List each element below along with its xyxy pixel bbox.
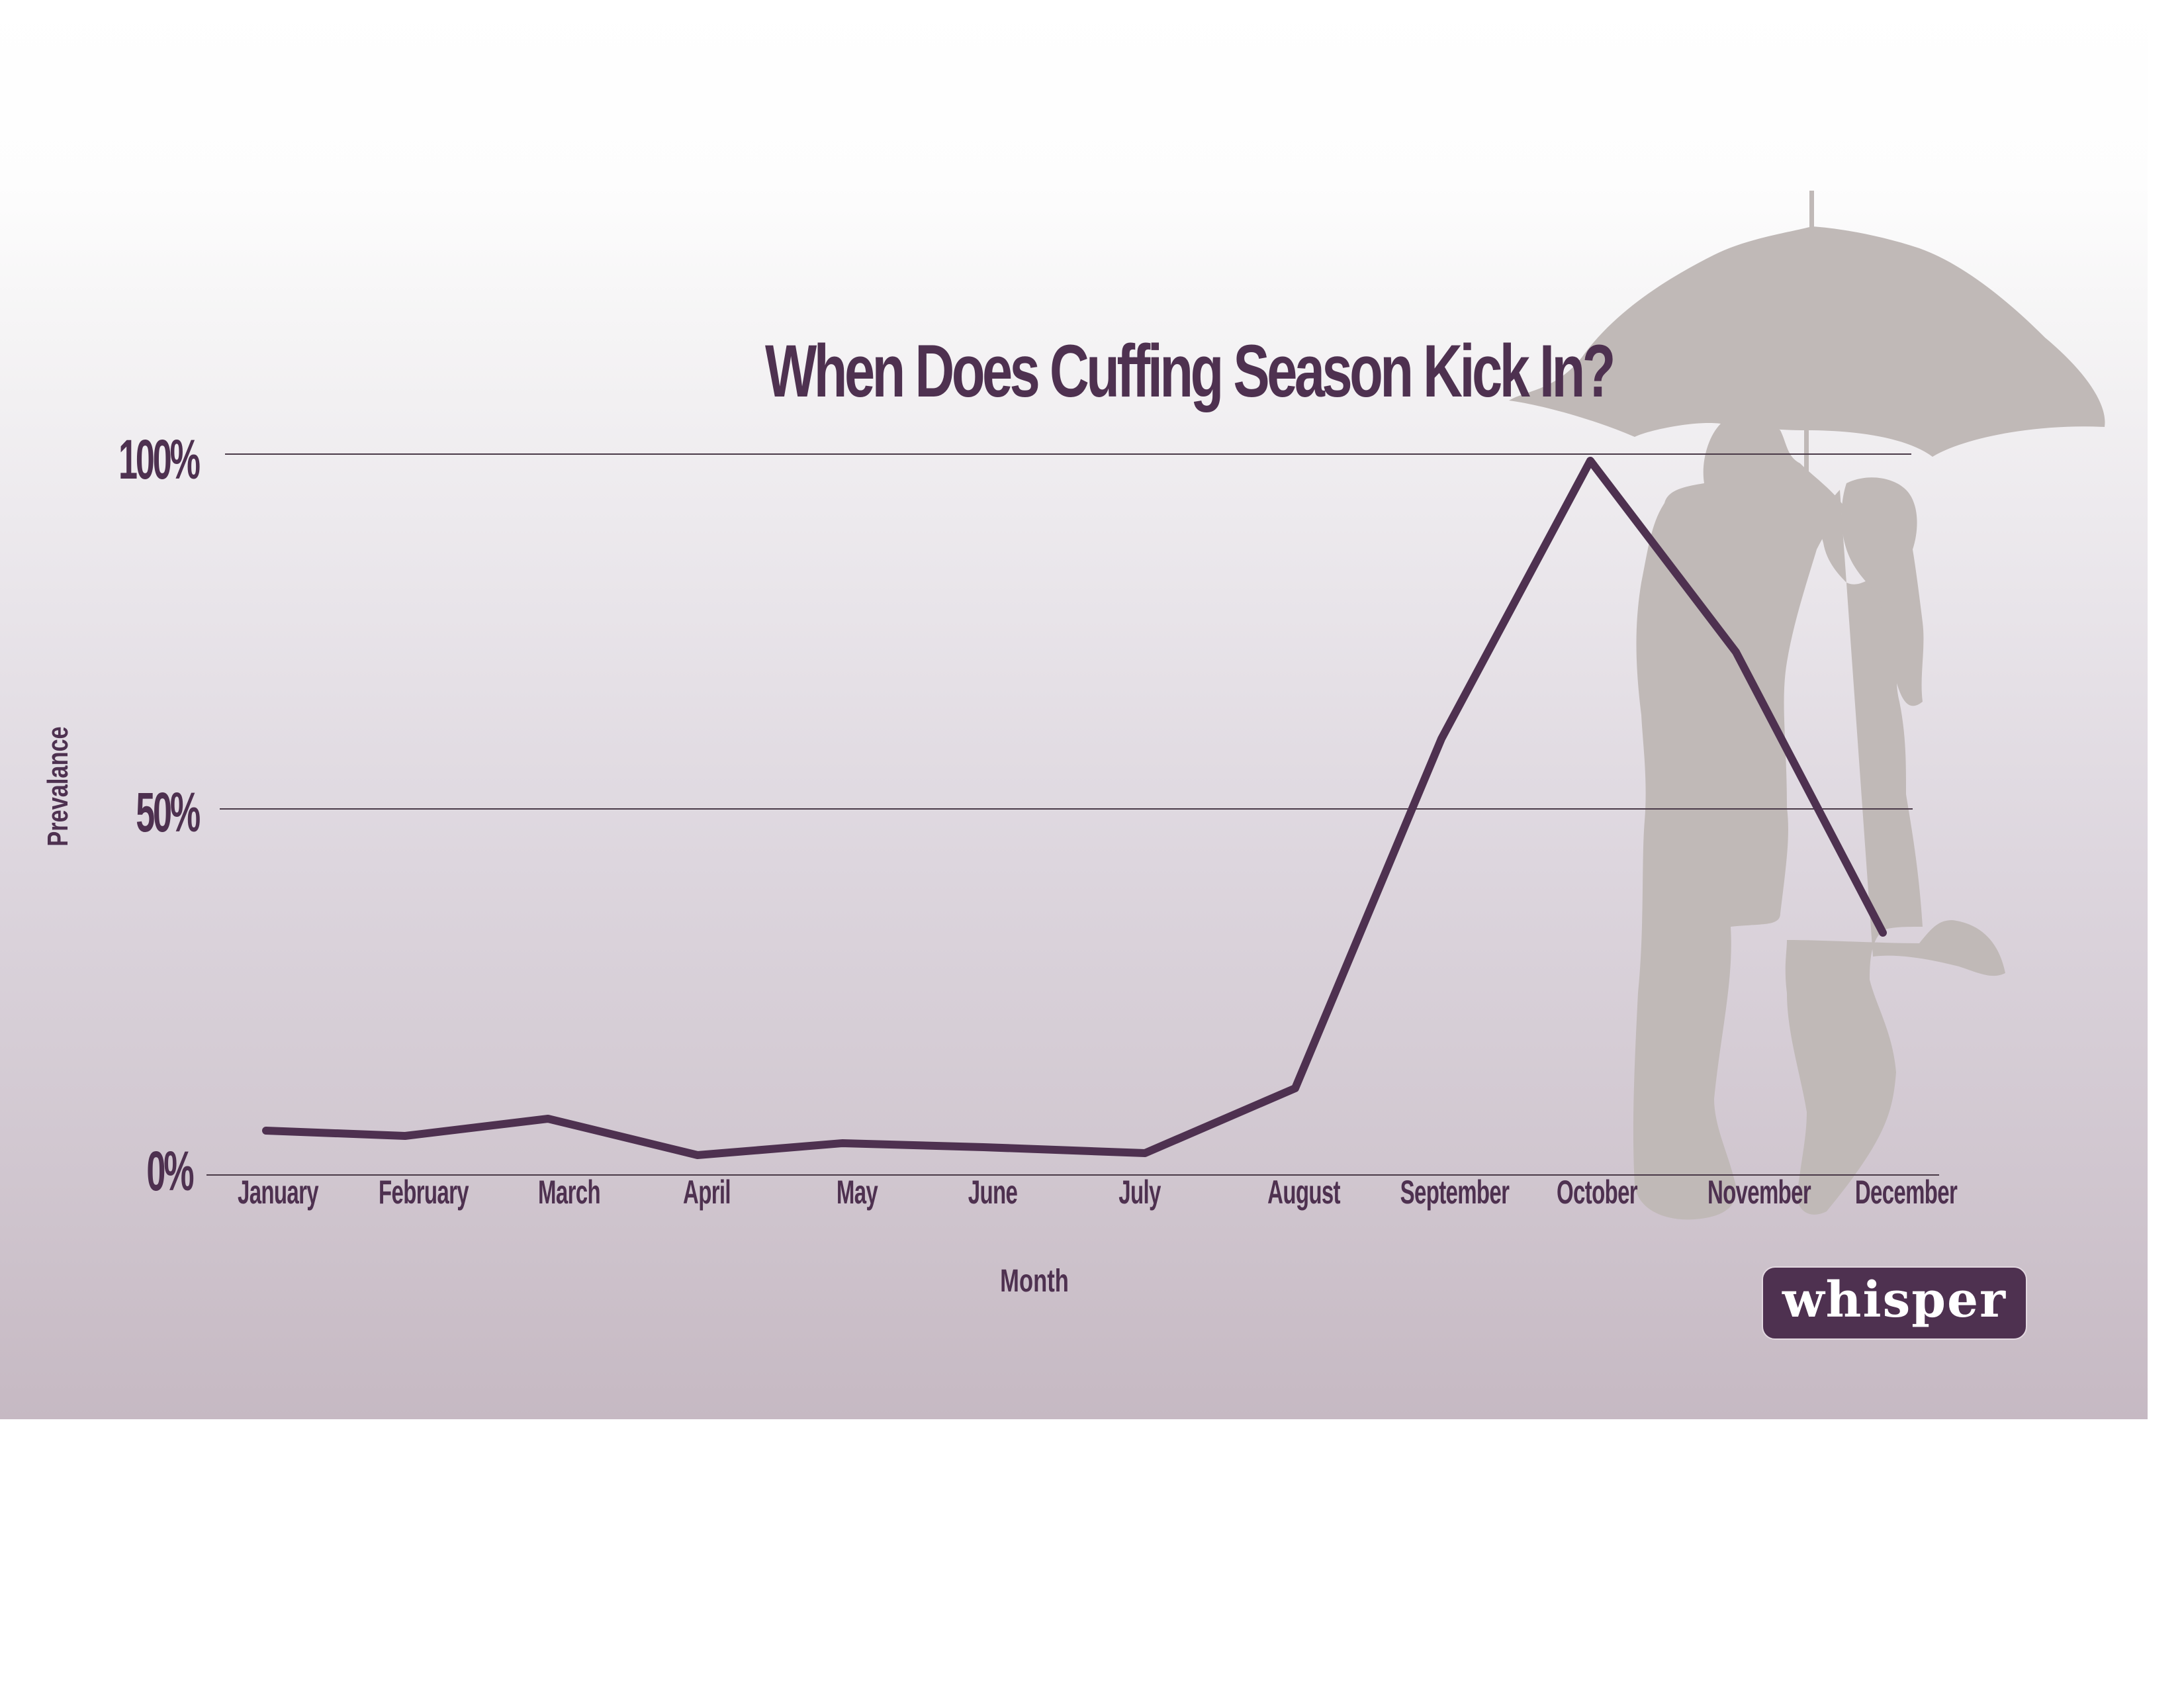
x-tick-august: August: [1267, 1174, 1340, 1211]
x-tick-april: April: [683, 1174, 731, 1211]
x-axis-label: Month: [1000, 1264, 1069, 1299]
data-series-line: [262, 457, 1887, 1159]
y-axis-label: Prevalance: [42, 726, 74, 847]
x-tick-september: September: [1400, 1174, 1510, 1211]
x-tick-march: March: [538, 1174, 601, 1211]
x-tick-january: January: [238, 1174, 319, 1211]
x-tick-june: June: [968, 1174, 1018, 1211]
x-tick-july: July: [1118, 1174, 1161, 1211]
x-tick-november: November: [1707, 1174, 1811, 1211]
y-tick-50: 50%: [136, 781, 201, 843]
x-tick-october: October: [1557, 1174, 1638, 1211]
couple-umbrella-silhouette-icon: [1509, 191, 2105, 1220]
x-tick-december: December: [1854, 1174, 1958, 1211]
whisper-logo-text: whisper: [1782, 1271, 2007, 1329]
whisper-logo: whisper: [1762, 1266, 2027, 1340]
y-tick-100: 100%: [118, 428, 201, 491]
x-tick-may: May: [836, 1174, 878, 1211]
x-tick-february: February: [379, 1174, 469, 1211]
chart-canvas: [206, 191, 2105, 1220]
chart-title: When Does Cuffing Season Kick In?: [765, 330, 1615, 412]
y-tick-0: 0%: [146, 1140, 194, 1202]
